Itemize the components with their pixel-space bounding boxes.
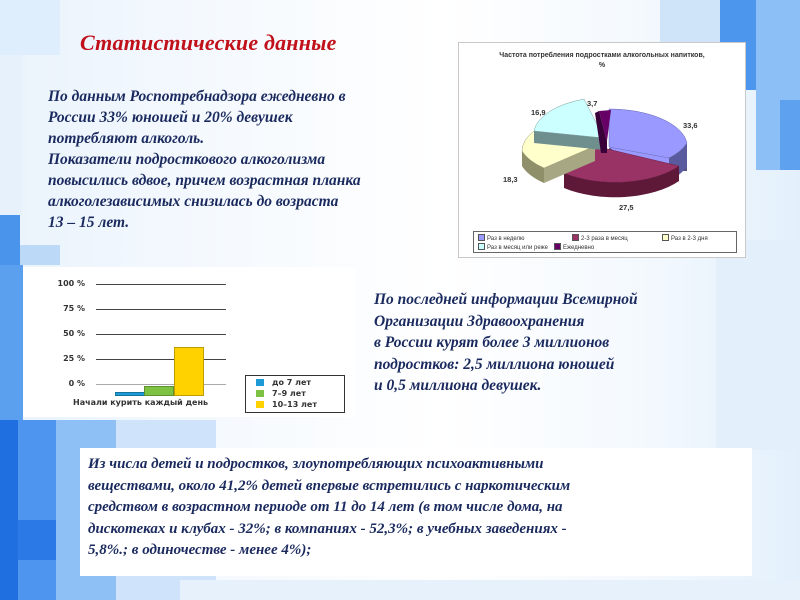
legend-item: до 7 лет bbox=[256, 378, 311, 387]
text-line: потребляют алкоголь. bbox=[48, 130, 205, 147]
decor-square bbox=[0, 55, 22, 215]
pie-legend: Раз в неделю 2-3 раза в месяц Раз в 2-3 … bbox=[473, 231, 737, 253]
text-line: Показатели подросткового алкоголизма bbox=[48, 151, 326, 168]
text-line: подростков: 2,5 миллиона юношей bbox=[374, 355, 615, 373]
grid-line bbox=[96, 284, 226, 285]
legend-swatch bbox=[256, 379, 264, 386]
y-tick-label: 50 % bbox=[63, 329, 85, 338]
text-line: По последней информации Всемирной bbox=[374, 291, 638, 308]
legend-swatch bbox=[572, 234, 579, 241]
pie-value-label: 33,6 bbox=[683, 121, 698, 130]
bar-chart: 100 % 75 % 50 % 25 % 0 % Начали курить к… bbox=[23, 267, 355, 417]
text-line: повысились вдвое, причем возрастная план… bbox=[48, 172, 361, 189]
y-tick-label: 0 % bbox=[68, 379, 85, 388]
legend-item: Раз в месяц или реже bbox=[478, 243, 548, 251]
bar-under-7 bbox=[115, 392, 145, 396]
legend-item: Раз в неделю bbox=[478, 234, 525, 242]
legend-swatch bbox=[256, 401, 264, 408]
decor-square bbox=[18, 420, 56, 600]
bar-7-9 bbox=[144, 386, 174, 396]
legend-swatch bbox=[662, 234, 669, 241]
decor-square bbox=[0, 215, 20, 265]
text-line: алкоголезависимых снизилась до возраста bbox=[48, 193, 339, 210]
who-paragraph: По последней информации Всемирной Органи… bbox=[374, 289, 638, 397]
pie-chart: Частота потребления подростками алкоголь… bbox=[458, 42, 746, 258]
y-tick-label: 75 % bbox=[63, 304, 85, 313]
grid-line bbox=[96, 359, 226, 360]
decor-square bbox=[0, 265, 23, 425]
text-line: России 33% юношей и 20% девушек bbox=[48, 109, 293, 126]
text-line: дискотеках и клубах - 32%; в компаниях -… bbox=[88, 520, 567, 537]
bottom-paragraph: Из числа детей и подростков, злоупотребл… bbox=[88, 454, 744, 562]
text-line: Из числа детей и подростков, злоупотребл… bbox=[88, 456, 544, 472]
intro-paragraph: По данным Роспотребнадзора ежедневно в Р… bbox=[48, 86, 361, 233]
slide-title: Статистические данные bbox=[80, 30, 337, 55]
text-line: и 0,5 миллиона девушек. bbox=[374, 377, 542, 394]
bar-legend: до 7 лет 7–9 лет 10–13 лет bbox=[245, 375, 345, 413]
legend-item: 7–9 лет bbox=[256, 389, 306, 398]
bottom-text-box: Из числа детей и подростков, злоупотребл… bbox=[80, 448, 752, 576]
legend-swatch bbox=[478, 234, 485, 241]
decor-square bbox=[20, 245, 60, 265]
text-line: По данным Роспотребнадзора ежедневно в bbox=[48, 88, 346, 105]
pie-value-label: 27,5 bbox=[619, 203, 634, 212]
pie-value-label: 16,9 bbox=[531, 108, 546, 117]
grid-line bbox=[96, 334, 226, 335]
decor-square bbox=[18, 520, 56, 560]
bar-10-13 bbox=[174, 347, 204, 396]
pie-value-label: 18,3 bbox=[503, 175, 518, 184]
text-line: 13 – 15 лет. bbox=[48, 214, 130, 231]
decor-square bbox=[780, 100, 800, 170]
text-line: Организации Здравоохранения bbox=[374, 312, 585, 330]
grid-line bbox=[96, 309, 226, 310]
decor-square bbox=[180, 580, 800, 600]
y-tick-label: 25 % bbox=[63, 354, 85, 363]
x-category-label: Начали курить каждый день bbox=[73, 398, 209, 407]
text-line: в России курят более 3 миллионов bbox=[374, 334, 610, 351]
legend-item: Ежедневно bbox=[554, 243, 594, 251]
text-line: 5,8%.; в одиночестве - менее 4%); bbox=[88, 542, 312, 558]
grid-line bbox=[96, 384, 226, 385]
text-line: веществами, около 41,2% детей впервые вс… bbox=[88, 477, 571, 494]
y-tick-label: 100 % bbox=[57, 279, 86, 288]
pie-chart-graphic bbox=[521, 98, 688, 198]
legend-item: Раз в 2-3 дня bbox=[662, 234, 708, 242]
legend-swatch bbox=[256, 390, 264, 397]
legend-item: 2-3 раза в месяц bbox=[572, 234, 628, 242]
legend-item: 10–13 лет bbox=[256, 400, 317, 409]
pie-value-label: 3,7 bbox=[587, 99, 598, 108]
text-line: средством в возрастном периоде от 11 до … bbox=[88, 499, 563, 515]
legend-swatch bbox=[554, 243, 561, 250]
legend-swatch bbox=[478, 243, 485, 250]
decor-square bbox=[0, 420, 18, 600]
decor-square bbox=[0, 0, 60, 55]
decor-square bbox=[716, 240, 800, 450]
pie-chart-title: Частота потребления подростками алкоголь… bbox=[499, 52, 705, 69]
